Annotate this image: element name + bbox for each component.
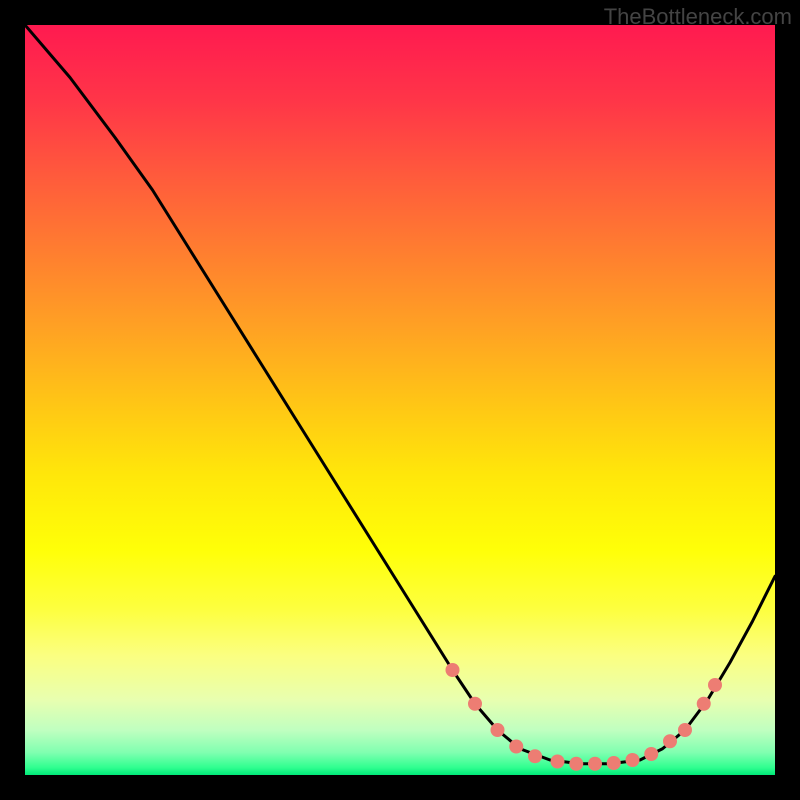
data-marker: [588, 757, 602, 771]
data-marker: [697, 697, 711, 711]
data-marker: [446, 663, 460, 677]
data-marker: [708, 678, 722, 692]
curve-path: [25, 25, 775, 764]
data-marker: [569, 757, 583, 771]
plot-area: [25, 25, 775, 775]
data-marker: [607, 756, 621, 770]
data-marker: [491, 723, 505, 737]
data-marker: [468, 697, 482, 711]
data-marker: [528, 749, 542, 763]
data-marker: [626, 753, 640, 767]
data-marker: [551, 755, 565, 769]
curve-overlay: [25, 25, 775, 775]
data-marker: [663, 734, 677, 748]
data-marker: [678, 723, 692, 737]
data-marker: [509, 740, 523, 754]
watermark-text: TheBottleneck.com: [604, 4, 792, 30]
data-marker: [644, 747, 658, 761]
